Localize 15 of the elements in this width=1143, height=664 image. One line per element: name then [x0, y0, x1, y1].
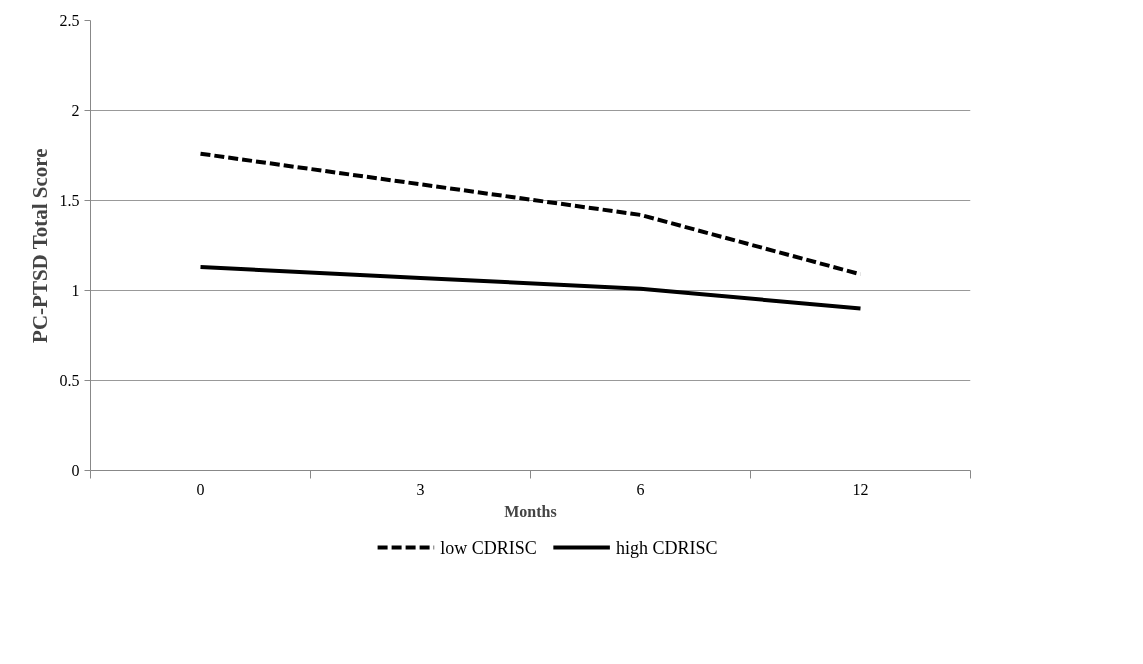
y-tick-label: 2.5 [59, 12, 80, 29]
x-tick-label: 0 [196, 480, 205, 498]
x-axis-title: Months [504, 502, 557, 520]
y-tick-label: 1 [71, 282, 80, 299]
y-axis-title: PC-PTSD Total Score [27, 148, 52, 343]
y-tick-label: 0.5 [59, 372, 80, 389]
x-tick-label: 12 [852, 480, 869, 498]
line-series [198, 265, 863, 311]
x-tick-label: 3 [416, 480, 425, 498]
legend-label: low CDRISC [440, 537, 537, 558]
legend-label: high CDRISC [615, 537, 718, 558]
y-tick-label: 1.5 [59, 192, 80, 209]
x-tick-label: 6 [636, 480, 645, 498]
y-tick-label: 0 [71, 462, 80, 479]
y-tick-label: 2 [71, 102, 80, 119]
